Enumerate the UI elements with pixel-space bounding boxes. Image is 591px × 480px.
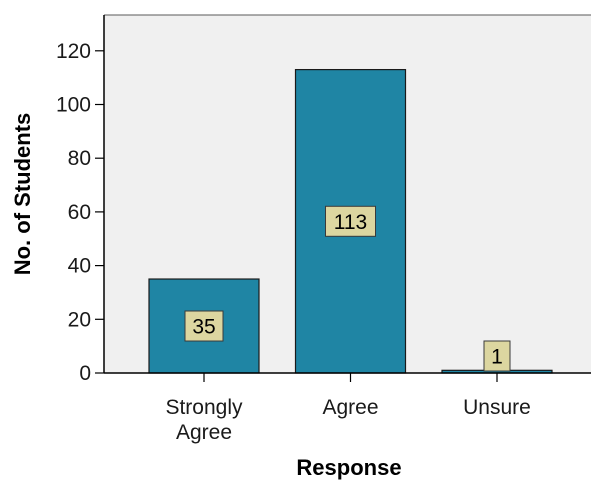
x-tick-label: Unsure [463,396,531,419]
data-labels-group: 35 113 1 [184,205,511,372]
x-tick-label: Agree [322,396,378,419]
data-label-box [325,205,376,237]
y-axis-title: No. of Students [10,113,35,276]
y-tick-label: 80 [68,147,91,170]
y-tick-label: 120 [56,40,91,63]
x-tick-label: Agree [176,421,232,444]
data-label: 1 [491,346,503,369]
data-label-box [184,310,224,342]
x-tick-label: Strongly [165,396,243,419]
y-tick-label: 100 [56,94,91,117]
y-tick-label: 0 [79,362,91,385]
data-label: 113 [334,211,367,234]
y-tick-label: 40 [68,255,91,278]
y-tick-label: 60 [68,201,91,224]
data-label: 35 [192,316,215,339]
y-ticks-group: 0 20 40 60 80 100 120 [56,40,104,385]
data-label-box [483,340,511,372]
x-axis-title: Response [296,455,401,480]
y-tick-label: 20 [68,308,91,331]
